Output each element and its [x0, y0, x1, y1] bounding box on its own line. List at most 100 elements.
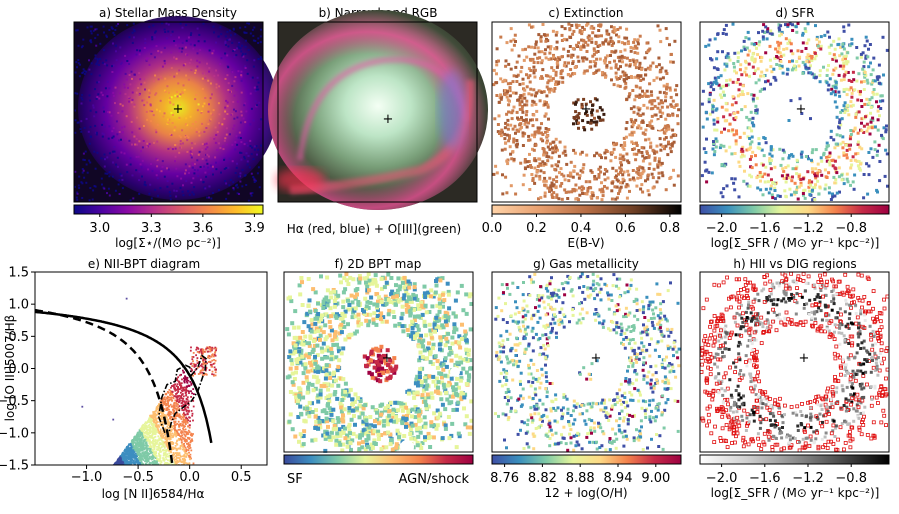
bpt-point	[215, 355, 217, 357]
bpt-point	[165, 465, 167, 467]
bpt-point	[143, 429, 145, 431]
bpt-point	[120, 459, 122, 461]
panel-f-center-marker: +	[382, 351, 393, 366]
bpt-point	[122, 462, 124, 464]
bpt-point	[175, 395, 177, 397]
bpt-point	[182, 389, 184, 391]
bpt-point	[114, 468, 116, 470]
bpt-point	[112, 468, 114, 470]
bpt-point	[178, 414, 180, 416]
colorbar-gradient	[492, 205, 681, 214]
bpt-point	[117, 466, 119, 468]
bpt-point	[123, 467, 125, 469]
bpt-point	[178, 380, 180, 382]
bpt-point	[163, 452, 165, 454]
bpt-point	[164, 399, 166, 401]
bpt-point	[187, 396, 189, 398]
bpt-point	[127, 457, 129, 459]
bpt-point	[172, 435, 174, 437]
bpt-point	[167, 401, 169, 403]
bpt-point	[113, 466, 115, 468]
bpt-point	[155, 457, 157, 459]
bpt-point	[112, 466, 114, 468]
bpt-point	[179, 461, 181, 463]
bpt-point	[143, 427, 145, 429]
bpt-point	[138, 448, 140, 450]
bpt-point	[115, 467, 117, 469]
bpt-point	[160, 466, 162, 468]
bpt-point	[131, 466, 133, 468]
bpt-point	[214, 367, 216, 369]
bpt-point	[166, 416, 168, 418]
bpt-point	[161, 467, 163, 469]
bpt-point	[169, 417, 171, 419]
bpt-point	[142, 459, 144, 461]
bpt-point	[166, 439, 168, 441]
bpt-point	[128, 466, 130, 468]
bpt-point	[179, 459, 181, 461]
bpt-point	[170, 412, 172, 414]
bpt-point	[188, 391, 190, 393]
bpt-point	[131, 465, 133, 467]
bpt-point	[181, 439, 183, 441]
bpt-point	[114, 467, 116, 469]
bpt-point	[117, 468, 119, 470]
bpt-point	[185, 429, 187, 431]
bpt-point	[140, 428, 142, 430]
bpt-point	[188, 380, 190, 382]
bpt-point	[174, 422, 176, 424]
bpt-point	[178, 467, 180, 469]
bpt-point	[177, 467, 179, 469]
bpt-point	[163, 437, 165, 439]
colorbar-tick-label: 9.00	[641, 471, 670, 486]
bpt-point	[168, 397, 170, 399]
bpt-point	[163, 466, 165, 468]
bpt-point	[164, 403, 166, 405]
bpt-point	[192, 360, 194, 362]
bpt-point	[137, 461, 139, 463]
bpt-point	[152, 450, 154, 452]
bpt-point	[200, 348, 202, 350]
bpt-point	[179, 400, 181, 402]
bpt-point	[215, 371, 217, 373]
bpt-point	[173, 397, 175, 399]
bpt-point	[138, 458, 140, 460]
bpt-point	[166, 453, 168, 455]
bpt-point	[191, 358, 193, 360]
bpt-point	[174, 434, 176, 436]
bpt-point	[193, 393, 195, 395]
bpt-point	[153, 454, 155, 456]
bpt-point	[212, 371, 214, 373]
bpt-point	[119, 468, 121, 470]
bpt-point	[187, 413, 189, 415]
bpt-point	[169, 431, 171, 433]
bpt-point	[187, 437, 189, 439]
bpt-point	[205, 348, 207, 350]
bpt-point	[189, 458, 191, 460]
bpt-point	[135, 466, 137, 468]
bpt-point	[186, 453, 188, 455]
bpt-point	[168, 411, 170, 413]
panel-c-center-marker: +	[581, 102, 592, 117]
bpt-point	[138, 451, 140, 453]
bpt-point	[122, 454, 124, 456]
colorbar-tick-label: 8.76	[490, 471, 519, 486]
bpt-point	[180, 423, 182, 425]
bpt-point	[115, 468, 117, 470]
bpt-point	[185, 392, 187, 394]
bpt-point	[148, 467, 150, 469]
bpt-point	[181, 409, 183, 411]
bpt-point	[117, 468, 119, 470]
panel-b: + Hα (red, blue) + O[III](green)	[268, 10, 488, 236]
bpt-point	[113, 465, 115, 467]
bpt-point	[168, 419, 170, 421]
bpt-point	[156, 408, 158, 410]
bpt-point	[155, 466, 157, 468]
bpt-point	[129, 466, 131, 468]
bpt-point	[208, 355, 210, 357]
bpt-point	[147, 433, 149, 435]
bpt-point	[175, 389, 177, 391]
bpt-point	[187, 425, 189, 427]
bpt-y-tick-label: 1.0	[8, 298, 29, 313]
bpt-point	[144, 445, 146, 447]
